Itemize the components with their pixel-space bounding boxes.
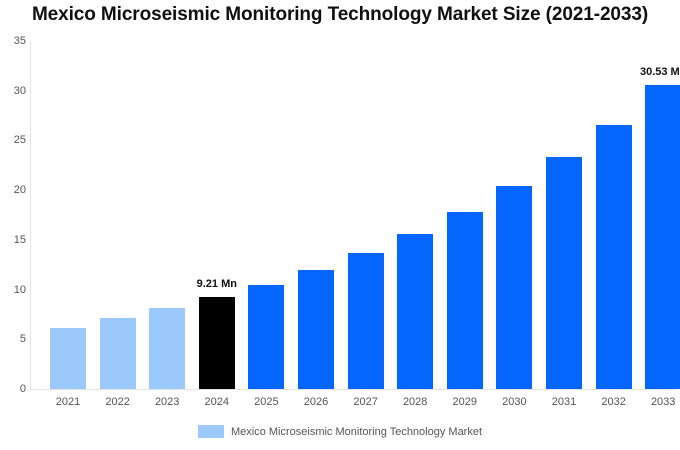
- bar-group[interactable]: [50, 41, 86, 389]
- y-axis-tick-label: 0: [19, 383, 26, 395]
- x-axis-tick-label-2024: 2024: [204, 396, 230, 408]
- plot-area: 9.21 Mn 30.53 Mn: [30, 41, 680, 389]
- bar-group[interactable]: [446, 41, 483, 389]
- bar-group[interactable]: 30.53 Mn: [640, 41, 680, 389]
- y-axis-tick-labels: 0 5 10 15 20 25 30 35: [0, 0, 26, 450]
- bar-value-label-2033: 30.53 Mn: [639, 66, 680, 79]
- bar-group[interactable]: [99, 41, 136, 389]
- bar-group[interactable]: [149, 41, 186, 389]
- x-axis-tick-label-2029: 2029: [452, 396, 478, 408]
- x-axis-tick-label-2022: 2022: [105, 396, 130, 408]
- y-axis-line: [30, 41, 31, 389]
- bar-2026[interactable]: [298, 269, 334, 389]
- x-axis-tick-label-2026: 2026: [303, 396, 329, 408]
- y-axis-tick-label: 5: [19, 333, 26, 346]
- x-axis-tick-label-2028: 2028: [402, 396, 428, 408]
- x-axis-tick-label-2021: 2021: [55, 396, 81, 408]
- y-axis-tick-label: 10: [13, 283, 26, 296]
- bar-2027[interactable]: [347, 252, 384, 389]
- bar-2029[interactable]: [446, 211, 483, 389]
- y-axis-tick-label: 15: [13, 233, 26, 246]
- bar-group[interactable]: [397, 41, 434, 389]
- legend-swatch-icon: [197, 425, 224, 438]
- bar-group[interactable]: [298, 41, 334, 389]
- bar-group[interactable]: [496, 41, 533, 389]
- bar-2022[interactable]: [99, 318, 136, 389]
- y-axis-tick-label: 30: [13, 84, 26, 97]
- bar-value-label-2024: 9.21 Mn: [196, 278, 237, 291]
- bar-2032[interactable]: [595, 124, 632, 389]
- bar-2021[interactable]: [50, 327, 86, 389]
- bar-group[interactable]: [595, 41, 632, 389]
- x-axis-tick-label-2033: 2033: [650, 396, 676, 408]
- bar-group[interactable]: [347, 41, 384, 389]
- bar-group[interactable]: 9.21 Mn: [196, 41, 237, 389]
- x-axis-line: [30, 389, 675, 390]
- bar-group[interactable]: [248, 41, 285, 389]
- chart-title: Mexico Microseismic Monitoring Technolog…: [31, 4, 649, 25]
- x-axis-tick-label-2030: 2030: [502, 396, 527, 408]
- bar-2033[interactable]: [645, 85, 680, 389]
- bar-2028[interactable]: [397, 234, 434, 389]
- y-axis-tick-label: 20: [13, 184, 26, 197]
- y-axis-tick-label: 35: [13, 35, 26, 47]
- x-axis-tick-label-2027: 2027: [353, 396, 378, 408]
- x-axis-tick-label-2031: 2031: [551, 396, 577, 408]
- legend-label: Mexico Microseismic Monitoring Technolog…: [230, 425, 483, 438]
- bar-2030[interactable]: [496, 185, 533, 389]
- x-axis-tick-label-2025: 2025: [254, 396, 279, 408]
- chart-legend: Mexico Microseismic Monitoring Technolog…: [0, 425, 680, 438]
- bar-2023[interactable]: [149, 307, 186, 389]
- bar-2025[interactable]: [248, 285, 285, 389]
- x-axis-tick-label-2023: 2023: [154, 396, 180, 408]
- x-axis-tick-label-2032: 2032: [601, 396, 626, 408]
- y-axis-tick-label: 25: [13, 134, 26, 147]
- bar-2031[interactable]: [546, 156, 582, 389]
- bar-group[interactable]: [546, 41, 582, 389]
- bar-2024[interactable]: [198, 297, 235, 389]
